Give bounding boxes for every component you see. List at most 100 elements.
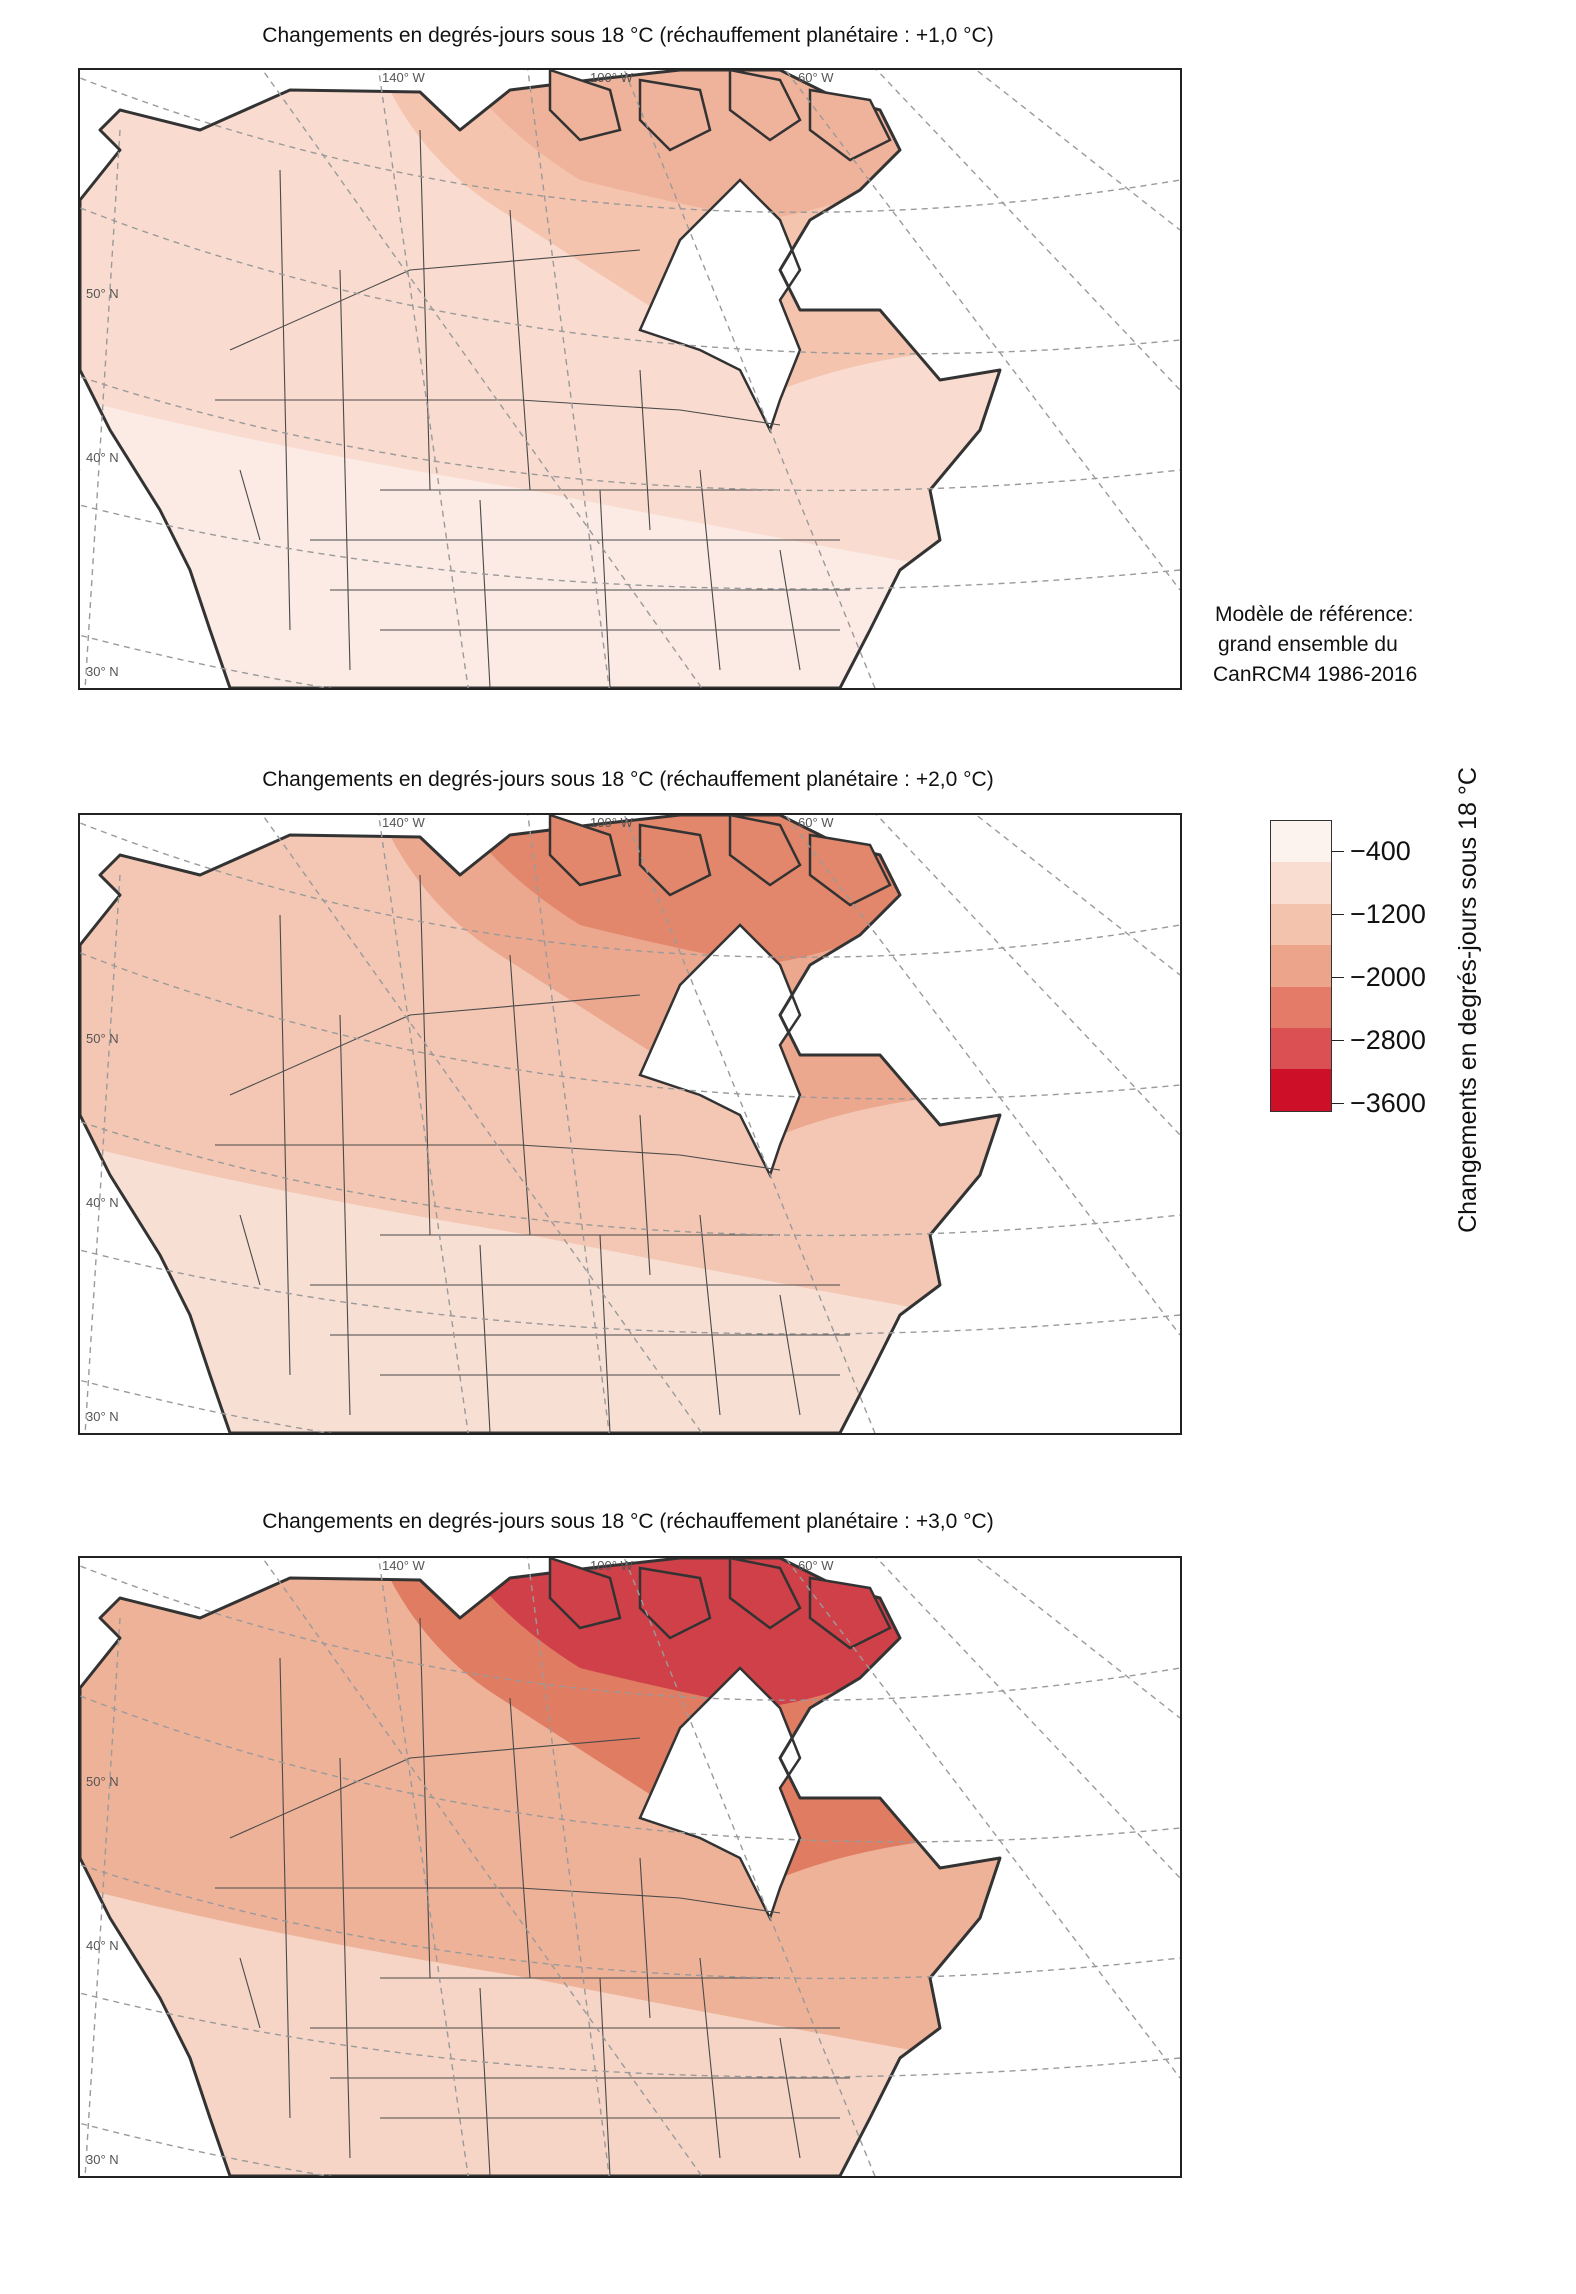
meridian: [84, 874, 121, 1433]
graticule: [80, 70, 1180, 688]
parallel: [80, 2122, 333, 2176]
parallel: [80, 952, 1180, 1100]
hudson-bay: [638, 923, 802, 1179]
border-line: [339, 1757, 351, 2159]
island: [638, 823, 712, 897]
parallel: [80, 1863, 1180, 1980]
arctic-islands: [548, 1558, 892, 1650]
island: [548, 1558, 622, 1630]
border-line: [479, 499, 491, 688]
border-line: [229, 249, 641, 351]
border-line: [279, 169, 291, 631]
border-line: [779, 1294, 801, 1416]
parallel: [80, 1695, 1180, 1843]
border-line: [215, 1887, 781, 1914]
island: [808, 833, 892, 907]
political-borders: [215, 1617, 850, 2176]
meridian: [975, 70, 1180, 231]
map1-frame: 140° W 100° W 60° W 50° N 40° N 30° N: [78, 68, 1182, 690]
meridian: [975, 815, 1180, 976]
meridian: [527, 70, 610, 688]
political-borders: [215, 874, 850, 1433]
border-line: [239, 469, 261, 541]
border-line: [229, 994, 641, 1096]
lon-label: 140° W: [382, 70, 426, 85]
border-line: [229, 1737, 641, 1839]
parallel: [80, 1379, 333, 1433]
map2-title: Changements en degrés-jours sous 18 °C (…: [262, 768, 994, 791]
border-line: [599, 489, 611, 688]
lon-label: 60° W: [798, 815, 834, 830]
lat-label: 40° N: [86, 1195, 119, 1210]
lat-label: 50° N: [86, 1031, 119, 1046]
meridian: [84, 129, 121, 688]
island: [808, 1576, 892, 1650]
legend-axis-title: Changements en degrés-jours sous 18 °C: [1454, 767, 1482, 1233]
lat-label: 30° N: [86, 1409, 119, 1424]
meridian: [623, 1558, 876, 2176]
reference-model-line1: Modèle de référence:: [1215, 603, 1414, 626]
border-line: [339, 269, 351, 671]
border-line: [699, 1957, 721, 2159]
legend-tick: [1332, 1040, 1344, 1041]
border-line: [779, 2037, 801, 2159]
legend-swatch: [1271, 862, 1331, 904]
border-line: [215, 399, 781, 426]
reference-model-note: Modèle de référence: grand ensemble du C…: [1180, 600, 1480, 690]
legend-label-400: −400: [1350, 836, 1411, 866]
legend-tick: [1332, 914, 1344, 915]
border-line: [599, 1977, 611, 2176]
legend-label-2800: −2800: [1350, 1025, 1426, 1055]
legend-tick: [1332, 977, 1344, 978]
meridian: [623, 815, 876, 1433]
lat-label: 30° N: [86, 664, 119, 679]
parallel: [80, 207, 1180, 355]
lat-label: 50° N: [86, 1774, 119, 1789]
lon-label: 60° W: [798, 70, 834, 85]
meridian: [527, 815, 610, 1433]
coastline: [80, 1558, 1002, 2176]
legend-label-2000: −2000: [1350, 962, 1426, 992]
legend-swatch: [1271, 986, 1331, 1028]
meridian: [261, 1558, 703, 2176]
map3-frame: 140° W 100° W 60° W 50° N 40° N 30° N: [78, 1556, 1182, 2178]
meridian: [784, 1558, 1180, 2079]
meridian: [84, 1617, 121, 2176]
legend-tick: [1332, 1103, 1344, 1104]
legend-swatch: [1271, 1069, 1331, 1111]
hudson-bay: [638, 178, 802, 434]
reference-model-line3: CanRCM4 1986-2016: [1213, 663, 1418, 686]
border-line: [479, 1987, 491, 2176]
meridian: [377, 1558, 469, 2176]
map2-frame: 140° W 100° W 60° W 50° N 40° N 30° N: [78, 813, 1182, 1435]
meridian: [261, 815, 703, 1433]
political-borders: [215, 129, 850, 688]
island: [638, 78, 712, 152]
legend-swatch: [1271, 945, 1331, 987]
island: [728, 70, 802, 142]
map2-svg: 140° W 100° W 60° W 50° N 40° N 30° N: [80, 815, 1180, 1433]
border-line: [419, 1617, 431, 1979]
map3-svg: 140° W 100° W 60° W 50° N 40° N 30° N: [80, 1558, 1180, 2176]
lon-label: 100° W: [590, 70, 634, 85]
island: [808, 88, 892, 162]
meridian: [527, 1558, 610, 2176]
parallel: [80, 634, 333, 688]
legend-label-3600: −3600: [1350, 1088, 1426, 1118]
border-line: [699, 469, 721, 671]
border-line: [479, 1244, 491, 1433]
island: [638, 1566, 712, 1640]
legend-swatch: [1271, 821, 1331, 863]
coastline: [80, 815, 1002, 1433]
meridian: [623, 70, 876, 688]
border-line: [339, 1014, 351, 1416]
map1-title: Changements en degrés-jours sous 18 °C (…: [262, 24, 994, 47]
legend-swatch: [1271, 1027, 1331, 1070]
border-line: [509, 954, 531, 1236]
meridian: [377, 70, 469, 688]
parallel: [80, 1120, 1180, 1237]
lat-label: 40° N: [86, 450, 119, 465]
border-line: [639, 1857, 651, 2019]
hudson-bay: [638, 1666, 802, 1922]
map3-title: Changements en degrés-jours sous 18 °C (…: [262, 1510, 994, 1533]
